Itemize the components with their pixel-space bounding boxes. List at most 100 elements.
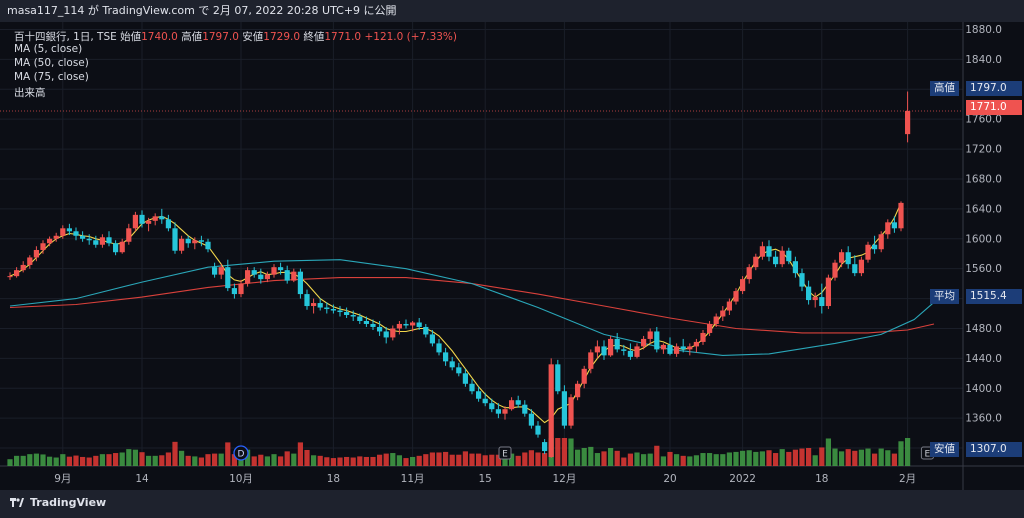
- candle: [357, 313, 363, 324]
- candle-body: [799, 273, 805, 287]
- candle: [443, 347, 449, 366]
- legend-ma5[interactable]: MA (5, close): [14, 43, 83, 55]
- candle-body: [740, 279, 746, 292]
- volume-bar: [159, 455, 165, 466]
- candle-body: [786, 250, 792, 262]
- candle: [66, 223, 72, 236]
- candle-body: [139, 214, 145, 224]
- candle-body: [476, 391, 482, 399]
- candle-body: [27, 257, 33, 265]
- publish-header-text: masa117_114 が TradingView.com で 2月 07, 2…: [7, 4, 397, 17]
- candle: [264, 271, 270, 283]
- candle: [674, 343, 680, 357]
- candle: [383, 326, 389, 344]
- candle: [812, 292, 818, 308]
- candle: [687, 343, 693, 356]
- volume-bar: [324, 457, 330, 466]
- tradingview-logo[interactable]: TradingView: [10, 496, 106, 509]
- candle-body: [344, 312, 350, 316]
- candle: [192, 237, 198, 250]
- candle: [575, 380, 581, 401]
- volume-bar: [733, 451, 739, 466]
- volume-bar: [251, 456, 257, 466]
- volume-bars: [7, 438, 911, 466]
- candle-body: [212, 267, 218, 275]
- candle-body: [423, 326, 429, 335]
- price-tick-label: 1720.0: [965, 144, 1002, 156]
- price-tick-label: 1880.0: [965, 24, 1002, 36]
- candle: [707, 320, 713, 336]
- candle: [905, 91, 911, 143]
- volume-bar: [284, 451, 290, 466]
- candle-body: [86, 238, 92, 241]
- candle: [660, 343, 666, 354]
- candle-body: [878, 234, 884, 250]
- candle-body: [872, 244, 878, 250]
- volume-bar: [489, 454, 495, 466]
- candle-body: [291, 271, 297, 281]
- volume-bar: [258, 454, 264, 466]
- candle-body: [317, 303, 323, 308]
- candle: [759, 241, 765, 260]
- volume-bar: [845, 449, 851, 466]
- candle: [344, 307, 350, 318]
- candle-body: [693, 341, 699, 347]
- candle: [482, 392, 488, 407]
- ma50-line: [9, 259, 935, 356]
- volume-bar: [469, 453, 475, 466]
- candle: [212, 262, 218, 278]
- candle: [542, 439, 548, 455]
- candle: [713, 313, 719, 327]
- low-tag: 安値: [930, 442, 959, 457]
- volume-bar: [86, 457, 92, 466]
- volume-bar: [185, 455, 191, 466]
- high-tag: 高値: [930, 81, 959, 96]
- volume-bar: [509, 453, 515, 466]
- candle-body: [601, 346, 607, 356]
- candle-body: [218, 267, 224, 275]
- volume-bar: [726, 452, 732, 466]
- candle-body: [7, 276, 13, 278]
- candle-body: [251, 270, 257, 275]
- volume-bar: [20, 455, 26, 466]
- candle-body: [502, 409, 508, 414]
- candle: [680, 338, 686, 353]
- candle: [245, 267, 251, 287]
- volume-bar: [872, 453, 878, 466]
- candle: [469, 379, 475, 395]
- time-tick-label: 20: [663, 473, 676, 485]
- candle-body: [245, 270, 251, 284]
- candle-body: [482, 398, 488, 404]
- candle: [311, 298, 317, 314]
- candle: [634, 343, 640, 359]
- volume-bar: [647, 453, 653, 466]
- legend-ma50[interactable]: MA (50, close): [14, 57, 89, 69]
- candle: [561, 385, 567, 429]
- volume-bar: [344, 456, 350, 466]
- candle-body: [99, 237, 105, 245]
- candle-body: [674, 346, 680, 354]
- legend-symbol: 百十四銀行, 1日, TSE: [14, 31, 117, 43]
- candle-body: [812, 297, 818, 301]
- candle-body: [792, 261, 798, 274]
- volume-bar: [839, 451, 845, 466]
- candle-body: [700, 332, 706, 342]
- candle-body: [753, 256, 759, 268]
- candle-body: [179, 238, 185, 251]
- volume-bar: [693, 455, 699, 466]
- high-value-tag: 1797.0: [966, 81, 1022, 96]
- candle-body: [410, 322, 416, 326]
- price-chart[interactable]: 1320.01360.01400.01440.01480.01520.01560…: [0, 22, 1024, 490]
- legend-volume[interactable]: 出来高: [14, 87, 46, 99]
- candle-body: [40, 243, 46, 250]
- footer-bar: TradingView: [0, 490, 1024, 518]
- legend-ma75[interactable]: MA (75, close): [14, 71, 89, 83]
- candle: [119, 238, 125, 254]
- candle-body: [205, 241, 211, 250]
- volume-bar: [443, 451, 449, 466]
- volume-bar: [192, 456, 198, 466]
- candle: [720, 306, 726, 321]
- volume-bar: [555, 438, 561, 466]
- volume-bar: [304, 449, 310, 466]
- candle: [113, 240, 119, 256]
